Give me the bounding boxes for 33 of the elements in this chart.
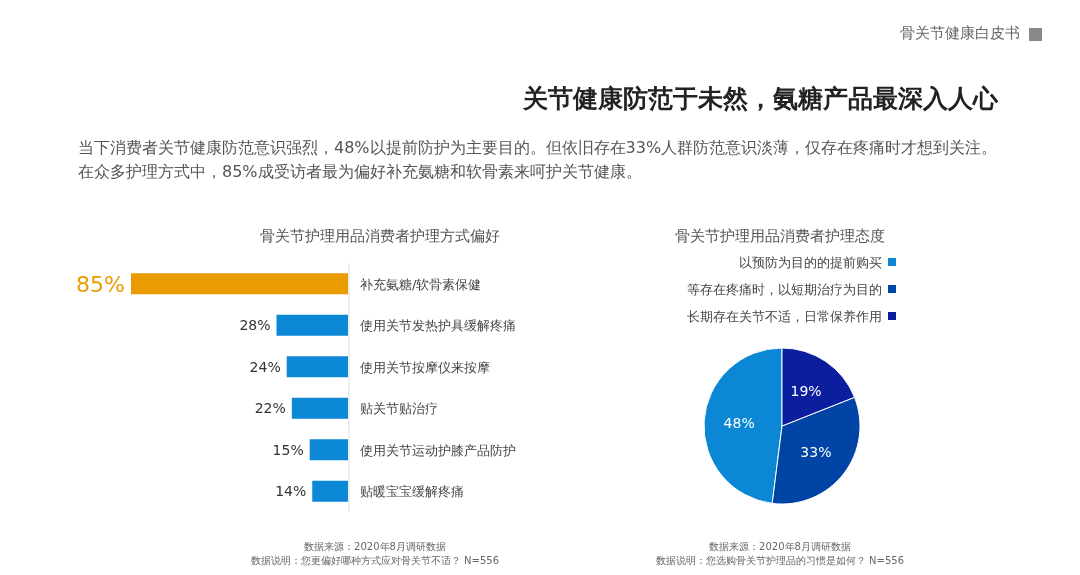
data-label: 33% — [800, 444, 832, 461]
legend-label: 长期存在关节不适，日常保养作用 — [687, 309, 882, 324]
bar — [276, 314, 348, 336]
data-label: 85% — [76, 271, 125, 297]
chart-title: 骨关节护理用品消费者护理态度 — [675, 227, 885, 245]
legend-label: 等存在疼痛时，以短期治疗为目的 — [687, 282, 882, 297]
y-tick-label: 使用关节运动护膝产品防护 — [360, 442, 516, 458]
data-label: 22% — [254, 400, 286, 417]
y-tick-label: 贴暖宝宝缓解疼痛 — [360, 484, 464, 500]
y-tick-label: 贴关节贴治疗 — [360, 401, 438, 417]
data-label: 15% — [272, 441, 304, 458]
y-tick-label: 使用关节按摩仪来按摩 — [360, 359, 490, 375]
y-tick-label: 补充氨糖/软骨素保健 — [360, 276, 482, 292]
source-note: 数据来源：2020年8月调研数据 — [709, 541, 851, 552]
bar — [286, 356, 348, 378]
y-tick-label: 使用关节发热护具缓解疼痛 — [360, 318, 516, 334]
text: 骨关节护理用品消费者护理方式偏好 — [260, 227, 500, 245]
text: 当下消费者关节健康防范意识强烈，48%以提前防护为主要目的。但依旧存在33%人群防范意识淡薄，仅存在疼痛时才想到关注。在众多护理方式中，85%成受访者最为偏好补充氨糖和软骨素来呵护关节健康。 — [78, 137, 998, 183]
data-label: 14% — [275, 483, 307, 500]
bar — [291, 397, 348, 419]
text: 骨关节健康白皮书 — [900, 24, 1020, 43]
source-note: 数据来源：2020年8月调研数据 — [304, 541, 446, 552]
text: 关节健康防范于未然，氨糖产品最深入人心 — [523, 83, 998, 115]
data-label: 48% — [723, 415, 755, 432]
legend-label: 以预防为目的的提前购买 — [739, 255, 882, 270]
bar — [131, 273, 348, 295]
bar — [312, 480, 348, 502]
data-label: 19% — [790, 382, 822, 399]
data-label: 24% — [249, 358, 281, 375]
bar — [309, 439, 348, 461]
data-label: 28% — [239, 317, 271, 334]
text: 数据说明：您选购骨关节护理品的习惯是如何？ N=556 — [655, 555, 905, 566]
text: 数据说明：您更偏好哪种方式应对骨关节不适？ N=556 — [250, 555, 500, 566]
